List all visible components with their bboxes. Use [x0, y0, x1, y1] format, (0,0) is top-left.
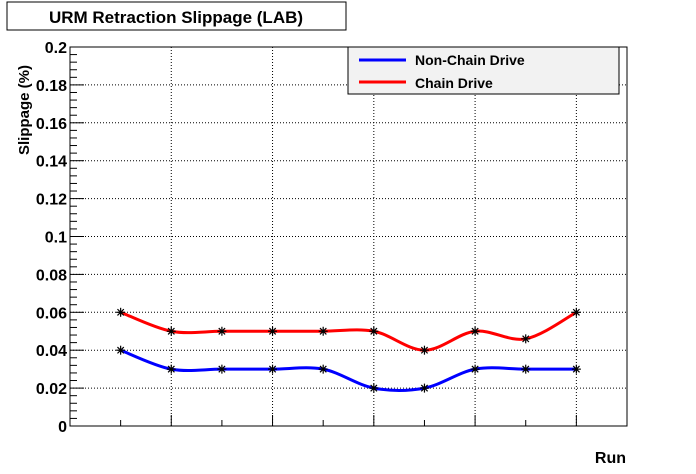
data-point: [166, 364, 176, 374]
y-axis: 0 0.02 0.04 0.06 0.08 0.1 0.12 0.14 0.16 0.18 0.2: [36, 40, 84, 436]
y-tick-label: 0.2: [45, 40, 67, 57]
y-tick-label: 0.18: [36, 78, 67, 95]
data-point: [521, 364, 531, 374]
grid: [70, 47, 627, 426]
y-tick-label: 0.1: [45, 230, 67, 247]
y-tick-label: 0.02: [36, 381, 67, 398]
data-point: [318, 326, 328, 336]
data-point: [166, 326, 176, 336]
data-point: [116, 307, 126, 317]
legend: Non-Chain Drive Chain Drive: [347, 46, 620, 95]
data-point: [369, 383, 379, 393]
data-point: [419, 345, 429, 355]
y-tick-label: 0.08: [36, 267, 67, 284]
data-point: [268, 326, 278, 336]
series-line-1: [120, 310, 578, 352]
y-tick-label: 0.16: [36, 116, 67, 133]
series-line-0: [120, 348, 577, 392]
data-point: [521, 334, 531, 344]
data-point: [369, 326, 379, 336]
y-tick-label: 0: [58, 419, 67, 436]
title-box: URM Retraction Slippage (LAB): [6, 1, 347, 31]
data-point: [470, 326, 480, 336]
x-axis-label: Run: [595, 450, 626, 467]
series: [116, 307, 581, 393]
x-axis: [120, 415, 577, 426]
y-tick-label: 0.06: [36, 305, 67, 322]
data-point: [268, 364, 278, 374]
data-point: [571, 307, 581, 317]
data-point: [571, 364, 581, 374]
y-tick-label: 0.04: [36, 343, 67, 360]
legend-label-non-chain: Non-Chain Drive: [415, 52, 525, 68]
legend-label-chain: Chain Drive: [415, 75, 493, 91]
y-tick-label: 0.14: [36, 154, 67, 171]
y-tick-label: 0.12: [36, 192, 67, 209]
data-point: [217, 326, 227, 336]
data-point: [217, 364, 227, 374]
data-point: [116, 345, 126, 355]
data-point: [318, 364, 328, 374]
chart-title: URM Retraction Slippage (LAB): [49, 8, 303, 27]
data-point: [470, 364, 480, 374]
y-axis-label: Slippage (%): [16, 65, 33, 155]
data-point: [419, 383, 429, 393]
